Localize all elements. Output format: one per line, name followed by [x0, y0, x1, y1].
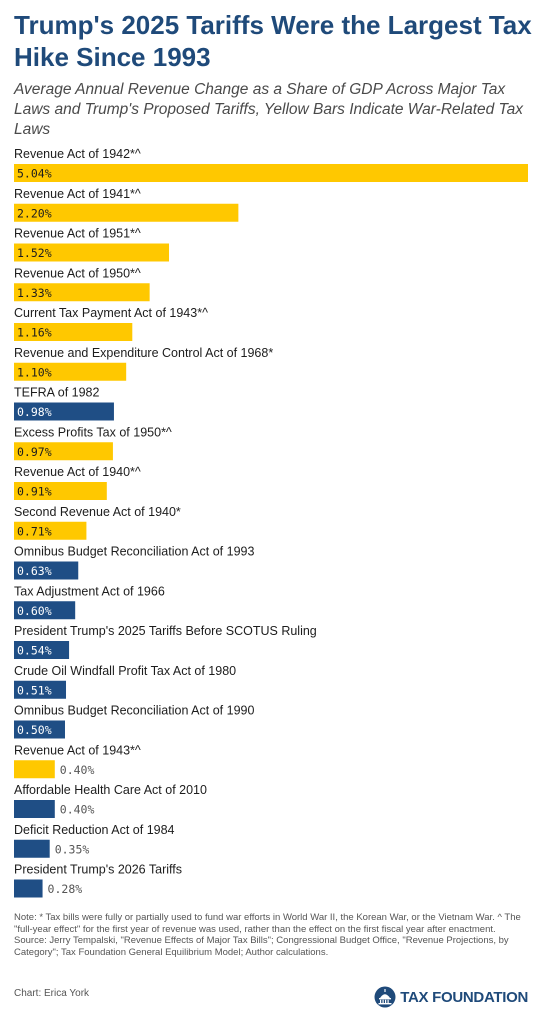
- category-label: Second Revenue Act of 1940*: [14, 505, 181, 519]
- source-note: Source: Jerry Tempalski, "Revenue Effect…: [14, 935, 509, 958]
- brand-name: TAX FOUNDATION: [400, 988, 528, 1006]
- value-label: 0.50%: [17, 723, 52, 737]
- value-label: 2.20%: [17, 206, 52, 220]
- value-label: 0.40%: [60, 763, 95, 777]
- chart-subtitle: Average Annual Revenue Change as a Share…: [14, 81, 523, 138]
- value-label: 0.40%: [60, 803, 95, 817]
- bar-non-war: [14, 800, 55, 818]
- category-label: Revenue Act of 1950*^: [14, 266, 141, 280]
- bar-war-related: [14, 243, 170, 262]
- category-label: Omnibus Budget Reconciliation Act of 199…: [14, 704, 254, 718]
- bar-non-war: [14, 601, 76, 620]
- bar-non-war: [14, 402, 114, 421]
- capitol-dome-icon: [374, 986, 396, 1008]
- category-label: Current Tax Payment Act of 1943*^: [14, 306, 208, 320]
- bar-war-related: [14, 164, 528, 182]
- bar-chart: Revenue Act of 1942*^ 5.04% Revenue Act of…: [14, 147, 528, 898]
- bar-non-war: [14, 839, 50, 858]
- category-label: Omnibus Budget Reconciliation Act of 199…: [14, 545, 254, 559]
- bar-war-related: [14, 203, 239, 222]
- value-label: 0.54%: [17, 644, 52, 658]
- footnote: Note: * Tax bills were fully or partiall…: [14, 912, 521, 935]
- bar-non-war: [14, 720, 65, 739]
- chart-footer: Note: * Tax bills were fully or partiall…: [14, 912, 532, 958]
- category-label: Deficit Reduction Act of 1984: [14, 823, 175, 837]
- category-label: Revenue and Expenditure Control Act of 1…: [14, 346, 273, 360]
- bar-war-related: [14, 521, 87, 540]
- value-label: 0.51%: [17, 683, 52, 697]
- bar-war-related: [14, 442, 113, 461]
- category-label: Crude Oil Windfall Profit Tax Act of 198…: [14, 664, 236, 678]
- category-label: Revenue Act of 1943*^: [14, 743, 141, 757]
- bar-war-related: [14, 283, 150, 302]
- value-label: 0.97%: [17, 445, 52, 459]
- bar-non-war: [14, 879, 43, 898]
- bar-non-war: [14, 680, 67, 699]
- value-label: 0.60%: [17, 604, 52, 618]
- bar-war-related: [14, 482, 107, 500]
- category-label: Revenue Act of 1942*^: [14, 147, 141, 161]
- value-label: 0.98%: [17, 405, 52, 419]
- bar-war-related: [14, 760, 55, 779]
- chart-credit: Chart: Erica York: [14, 988, 90, 999]
- value-label: 0.91%: [17, 485, 52, 499]
- value-label: 1.33%: [17, 286, 52, 300]
- value-label: 0.63%: [17, 564, 52, 578]
- bar-non-war: [14, 641, 70, 659]
- value-label: 5.04%: [17, 167, 52, 181]
- category-label: Revenue Act of 1941*^: [14, 187, 141, 201]
- value-label: 1.16%: [17, 326, 52, 340]
- category-label: TEFRA of 1982: [14, 386, 100, 400]
- category-label: Tax Adjustment Act of 1966: [14, 584, 165, 598]
- value-label: 1.52%: [17, 246, 52, 260]
- category-label: Revenue Act of 1951*^: [14, 227, 141, 241]
- value-label: 0.71%: [17, 524, 52, 538]
- category-label: President Trump's 2026 Tariffs: [14, 863, 182, 877]
- value-label: 0.28%: [48, 882, 83, 896]
- bar-non-war: [14, 561, 79, 580]
- value-label: 1.10%: [17, 365, 52, 379]
- bar-war-related: [14, 362, 127, 381]
- chart-title: Trump's 2025 Tariffs Were the Largest Ta…: [14, 10, 532, 72]
- bar-war-related: [14, 323, 133, 341]
- value-label: 0.35%: [55, 842, 90, 856]
- category-label: Affordable Health Care Act of 2010: [14, 783, 207, 797]
- category-label: President Trump's 2025 Tariffs Before SC…: [14, 624, 317, 638]
- category-label: Revenue Act of 1940*^: [14, 465, 141, 479]
- tax-foundation-logo: TAX FOUNDATION: [374, 986, 528, 1008]
- category-label: Excess Profits Tax of 1950*^: [14, 425, 172, 439]
